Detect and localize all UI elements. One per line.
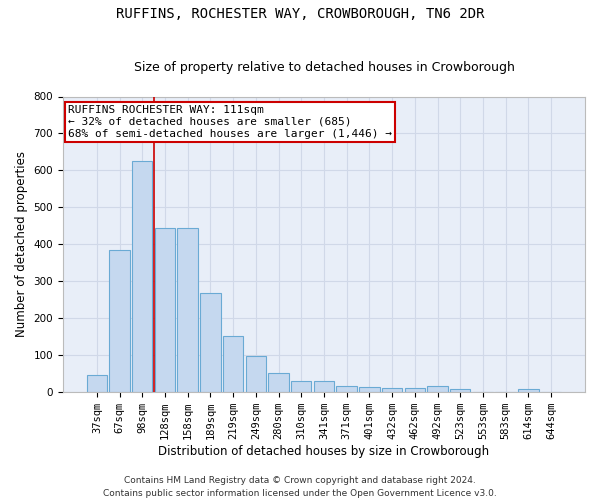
Text: RUFFINS, ROCHESTER WAY, CROWBOROUGH, TN6 2DR: RUFFINS, ROCHESTER WAY, CROWBOROUGH, TN6… — [116, 8, 484, 22]
Bar — [337, 386, 357, 392]
Y-axis label: Number of detached properties: Number of detached properties — [15, 151, 28, 337]
Title: Size of property relative to detached houses in Crowborough: Size of property relative to detached ho… — [134, 62, 514, 74]
Bar — [359, 388, 380, 392]
Bar — [382, 388, 403, 392]
Bar — [200, 293, 221, 392]
Bar — [86, 374, 107, 392]
Bar — [427, 386, 448, 392]
Bar — [450, 389, 470, 392]
Bar — [268, 372, 289, 392]
Bar — [223, 336, 244, 392]
Bar — [404, 388, 425, 392]
Text: RUFFINS ROCHESTER WAY: 111sqm
← 32% of detached houses are smaller (685)
68% of : RUFFINS ROCHESTER WAY: 111sqm ← 32% of d… — [68, 106, 392, 138]
X-axis label: Distribution of detached houses by size in Crowborough: Distribution of detached houses by size … — [158, 444, 490, 458]
Bar — [178, 228, 198, 392]
Bar — [109, 250, 130, 392]
Bar — [518, 389, 539, 392]
Bar — [132, 161, 152, 392]
Bar — [245, 356, 266, 392]
Bar — [155, 228, 175, 392]
Bar — [291, 382, 311, 392]
Text: Contains HM Land Registry data © Crown copyright and database right 2024.
Contai: Contains HM Land Registry data © Crown c… — [103, 476, 497, 498]
Bar — [314, 382, 334, 392]
